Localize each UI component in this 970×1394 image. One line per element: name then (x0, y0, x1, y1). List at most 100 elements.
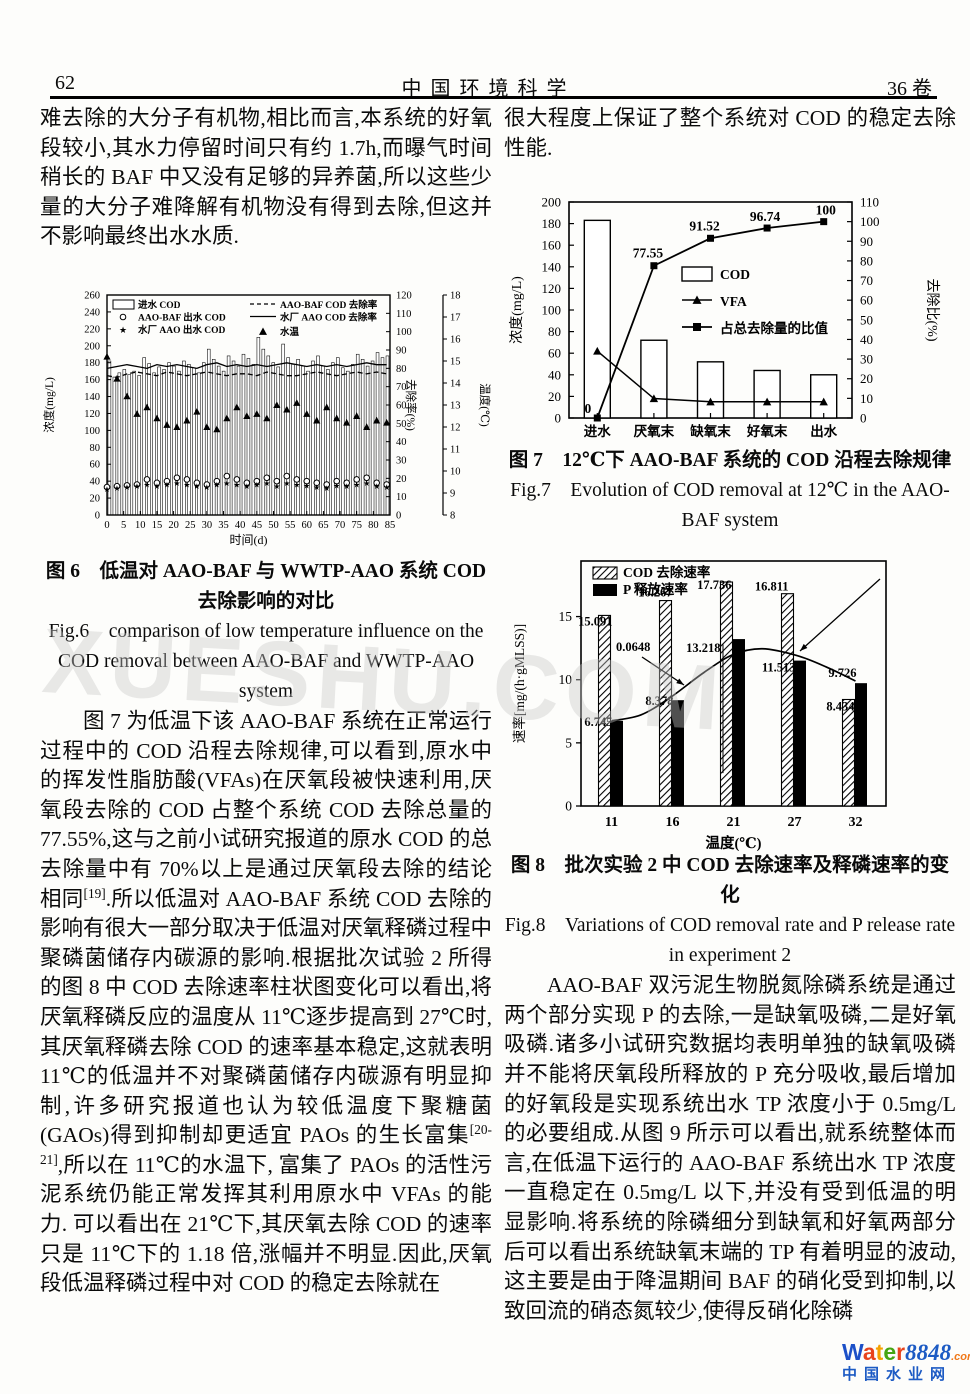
svg-text:120: 120 (542, 281, 562, 296)
header-rule (50, 96, 937, 99)
svg-text:20: 20 (860, 371, 873, 386)
svg-text:进水 COD: 进水 COD (138, 299, 181, 311)
svg-text:★: ★ (253, 481, 260, 490)
svg-text:8.434: 8.434 (826, 700, 855, 714)
svg-text:★: ★ (303, 481, 310, 490)
svg-text:240: 240 (84, 307, 100, 318)
fig6-caption-zh: 图 6 低温对 AAO-BAF 与 WWTP-AAO 系统 COD 去除影响的对… (45, 560, 487, 612)
journal-title: 中 国 环 境 科 学 (401, 78, 569, 100)
svg-text:水厂 AAO 出水 COD: 水厂 AAO 出水 COD (138, 324, 225, 336)
svg-text:80: 80 (396, 364, 407, 375)
svg-text:60: 60 (302, 520, 313, 531)
svg-text:AAO-BAF 出水 COD: AAO-BAF 出水 COD (138, 311, 226, 323)
svg-text:180: 180 (542, 216, 562, 231)
svg-text:13.218: 13.218 (686, 641, 720, 655)
svg-text:18: 18 (450, 290, 461, 301)
figure6: 0 20 40 60 80 100 120 140 160 180 200 220 240 260 0 5 10… (40, 285, 492, 707)
svg-text:15: 15 (559, 609, 573, 624)
fig7-caption-en: Fig.7 Evolution of COD removal at 12℃ in… (510, 480, 950, 532)
logo-letter: e (883, 1339, 897, 1365)
svg-text:时间(d): 时间(d) (230, 533, 268, 547)
fig7-caption-zh: 图 7 12℃下 AAO-BAF 系统的 COD 沿程去除规律 (508, 450, 952, 472)
svg-text:120: 120 (396, 290, 412, 301)
svg-text:30: 30 (860, 352, 873, 367)
svg-text:60: 60 (396, 400, 407, 411)
svg-text:50: 50 (860, 313, 873, 328)
svg-text:55: 55 (285, 520, 296, 531)
svg-text:温度(℃): 温度(℃) (478, 383, 492, 427)
logo-letter: t (875, 1339, 884, 1365)
citation-20-21: [20-21] (40, 1122, 492, 1167)
svg-text:11: 11 (450, 444, 460, 455)
svg-text:100: 100 (84, 426, 100, 437)
logo-number: 8848 (905, 1340, 952, 1365)
paragraph: AAO-BAF 双污泥生物脱氮除磷系统是通过两个部分实现 P 的去除,一是缺氧吸… (504, 973, 956, 1323)
svg-text:140: 140 (542, 259, 562, 274)
paragraph: 图 7 为低温下该 AAO-BAF 系统在正常运行过程中的 COD 沿程去除规律… (40, 707, 492, 1299)
svg-text:厌氧末: 厌氧末 (634, 423, 675, 439)
svg-text:15.091: 15.091 (578, 615, 612, 629)
svg-text:60: 60 (548, 346, 561, 361)
svg-text:★: ★ (243, 482, 250, 491)
svg-text:60: 60 (860, 293, 873, 308)
svg-text:40: 40 (235, 520, 246, 531)
water8848-tagline: 中国水业网 (842, 1366, 953, 1384)
svg-text:20: 20 (396, 474, 407, 485)
svg-text:15: 15 (152, 520, 163, 531)
svg-text:70: 70 (396, 382, 407, 393)
svg-text:10: 10 (860, 391, 873, 406)
svg-text:15: 15 (450, 356, 461, 367)
svg-text:★: ★ (183, 481, 190, 490)
svg-text:40: 40 (548, 367, 561, 382)
svg-text:★: ★ (263, 479, 270, 488)
svg-text:17: 17 (450, 312, 461, 323)
svg-text:40: 40 (860, 332, 873, 347)
svg-text:★: ★ (353, 481, 360, 490)
svg-text:16: 16 (450, 334, 461, 345)
svg-text:50: 50 (268, 520, 279, 531)
svg-text:13: 13 (450, 400, 461, 411)
svg-text:30: 30 (396, 455, 407, 466)
svg-text:0: 0 (860, 411, 867, 426)
svg-text:80: 80 (548, 324, 561, 339)
volume-label: 36 卷 (887, 78, 932, 100)
paragraph-text: .所以低温对 AAO-BAF 系统 COD 去除的影响有很大一部分取决于低温对厌… (40, 886, 492, 1148)
svg-text:5: 5 (565, 736, 572, 751)
svg-text:17.736: 17.736 (697, 578, 731, 592)
fig6-caption-en: Fig.6 comparison of low temperature infl… (48, 620, 484, 702)
svg-text:0: 0 (585, 401, 592, 416)
svg-text:11: 11 (605, 815, 618, 830)
svg-text:出水: 出水 (810, 423, 837, 439)
svg-text:220: 220 (84, 324, 100, 335)
fig8-caption-en: Fig.8 Variations of COD removal rate and… (504, 915, 956, 967)
svg-text:77.55: 77.55 (633, 246, 664, 261)
page-number: 62 (55, 72, 75, 94)
svg-text:★: ★ (293, 481, 300, 490)
svg-text:0: 0 (555, 411, 562, 426)
svg-text:10: 10 (559, 672, 573, 687)
svg-text:100: 100 (816, 203, 837, 218)
svg-text:20: 20 (548, 389, 561, 404)
svg-text:10: 10 (396, 492, 407, 503)
svg-text:85: 85 (385, 520, 396, 531)
svg-text:65: 65 (318, 520, 329, 531)
svg-text:水温: 水温 (280, 326, 300, 338)
svg-text:110: 110 (396, 309, 411, 320)
svg-text:16: 16 (666, 815, 680, 830)
figure7: 0 20 40 60 80 100 120 140 160 180 200 0 10 20 30 40 50 60… (504, 190, 956, 536)
svg-text:160: 160 (84, 375, 100, 386)
svg-text:30: 30 (202, 520, 213, 531)
paragraph-text: 图 7 为低温下该 AAO-BAF 系统在正常运行过程中的 COD 沿程去除规律… (40, 708, 492, 911)
svg-text:9.726: 9.726 (828, 666, 856, 680)
svg-text:好氧末: 好氧末 (746, 423, 788, 439)
svg-text:200: 200 (84, 341, 100, 352)
svg-text:16.811: 16.811 (755, 580, 789, 594)
svg-text:32: 32 (849, 815, 863, 830)
svg-text:★: ★ (273, 482, 280, 491)
logo-domain: .com (951, 1351, 970, 1363)
svg-text:COD 去除速率: COD 去除速率 (623, 564, 711, 580)
svg-text:缺氧末: 缺氧末 (690, 423, 731, 439)
svg-text:80: 80 (368, 520, 379, 531)
